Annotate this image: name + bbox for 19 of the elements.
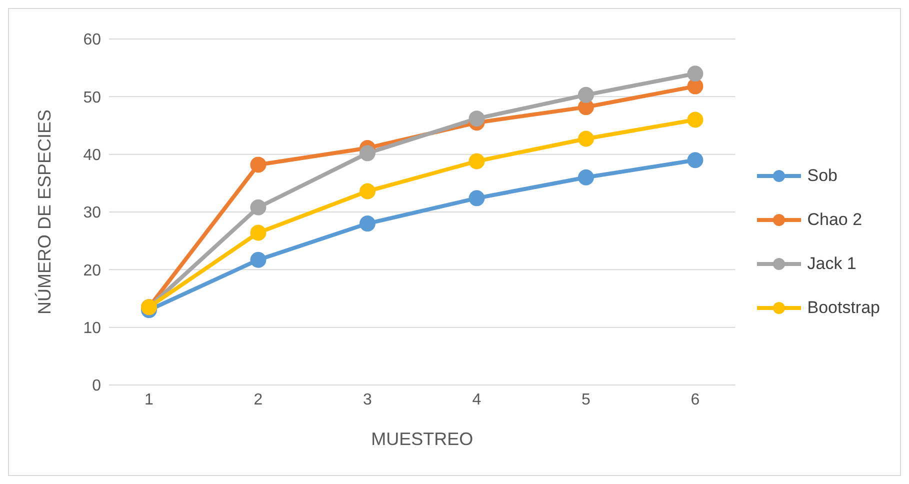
y-tick-label: 60 [83, 32, 102, 49]
y-tick-label: 30 [83, 204, 102, 222]
x-tick-label: 4 [472, 391, 482, 408]
y-tick-label: 0 [92, 378, 102, 395]
x-tick-label: 1 [144, 391, 154, 408]
legend-label: Chao 2 [807, 210, 862, 230]
y-tick-label: 50 [83, 89, 102, 106]
y-tick-label: 40 [83, 147, 102, 164]
legend-label: Sob [807, 166, 838, 186]
y-tick-label: 10 [83, 320, 102, 338]
legend-label: Jack 1 [807, 254, 856, 274]
y-tick-label: 20 [83, 262, 102, 280]
x-axis-title: MUESTREO [371, 429, 474, 449]
legend-label: Bootstrap [807, 298, 880, 318]
x-tick-label: 2 [254, 391, 263, 408]
x-tick-label: 5 [582, 391, 591, 408]
y-axis-title: NÚMERO DE ESPECIES [34, 109, 54, 315]
x-tick-label: 3 [363, 391, 372, 408]
x-tick-label: 6 [690, 391, 700, 408]
